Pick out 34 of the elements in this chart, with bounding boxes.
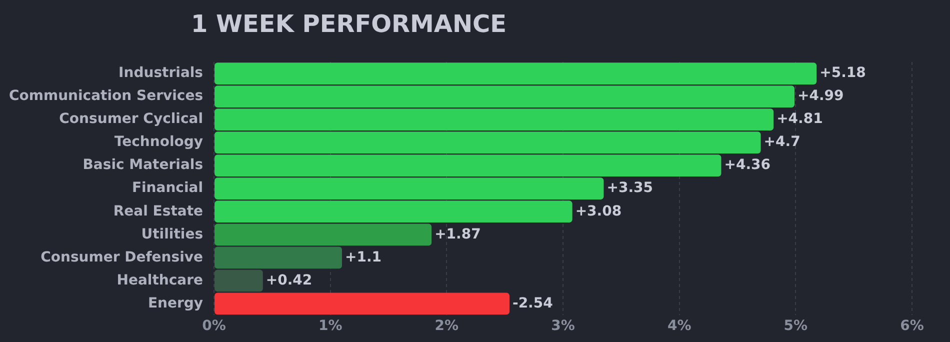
y-tick-label: Utilities: [141, 226, 204, 242]
data-label: +4.99: [798, 88, 844, 104]
data-label: +0.42: [266, 272, 312, 288]
x-tick-label: 4%: [667, 318, 692, 334]
x-tick-label: 2%: [434, 318, 459, 334]
data-label: +5.18: [820, 65, 866, 82]
y-tick-label: Basic Materials: [82, 157, 204, 174]
x-tick-label: 1%: [318, 318, 342, 334]
y-tick-label: Financial: [132, 180, 204, 196]
bar: [214, 224, 432, 246]
y-tick-label: Technology: [114, 134, 204, 150]
bar: [214, 292, 510, 315]
data-label: +3.35: [606, 180, 654, 196]
x-tick-label: 5%: [784, 318, 808, 334]
y-tick-label: Real Estate: [113, 203, 204, 220]
x-tick-label: 6%: [900, 318, 924, 334]
data-label: +4.36: [724, 157, 771, 174]
y-tick-label: Healthcare: [116, 272, 204, 288]
y-tick-label: Consumer Defensive: [40, 249, 204, 266]
data-label: +4.7: [764, 134, 800, 150]
bar: [214, 246, 342, 269]
x-tick-label: 3%: [551, 318, 575, 334]
chart-title: 1 WEEK PERFORMANCE: [191, 10, 507, 38]
data-label: +1.87: [434, 226, 481, 242]
data-label: +4.81: [776, 111, 823, 128]
y-tick-label: Energy: [148, 295, 204, 312]
data-label: +3.08: [575, 203, 622, 220]
bar: [214, 270, 263, 292]
data-label: +1.1: [344, 249, 382, 266]
y-tick-label: Communication Services: [9, 88, 204, 104]
x-tick-label: 0%: [202, 318, 226, 334]
y-tick-label: Consumer Cyclical: [59, 111, 204, 128]
data-label: -2.54: [512, 295, 554, 312]
y-tick-label: Industrials: [118, 65, 204, 82]
